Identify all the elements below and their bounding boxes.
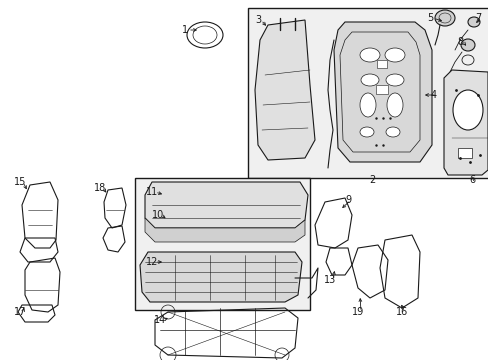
Text: 8: 8 [456, 37, 462, 47]
Ellipse shape [460, 39, 474, 51]
Text: 10: 10 [152, 210, 164, 220]
Text: 13: 13 [323, 275, 335, 285]
Bar [375, 85, 387, 94]
Bar [457, 148, 471, 158]
Text: 17: 17 [14, 307, 26, 317]
Polygon shape [443, 70, 487, 175]
Bar [135, 178, 309, 310]
Text: 4: 4 [430, 90, 436, 100]
Text: 15: 15 [14, 177, 26, 187]
Bar [376, 60, 386, 68]
Text: 14: 14 [154, 315, 166, 325]
Text: 6: 6 [468, 175, 474, 185]
Polygon shape [333, 22, 431, 162]
Text: 5: 5 [426, 13, 432, 23]
Ellipse shape [360, 74, 378, 86]
Ellipse shape [434, 10, 454, 26]
Ellipse shape [359, 127, 373, 137]
Text: 1: 1 [182, 25, 188, 35]
Ellipse shape [386, 93, 402, 117]
Text: 12: 12 [145, 257, 158, 267]
Ellipse shape [385, 127, 399, 137]
Ellipse shape [385, 74, 403, 86]
Ellipse shape [452, 90, 482, 130]
Text: 16: 16 [395, 307, 407, 317]
Text: 2: 2 [368, 175, 374, 185]
Polygon shape [254, 20, 314, 160]
Ellipse shape [359, 48, 379, 62]
Text: 9: 9 [344, 195, 350, 205]
Polygon shape [145, 182, 307, 228]
Polygon shape [140, 252, 302, 302]
Text: 7: 7 [474, 13, 480, 23]
Text: 11: 11 [145, 187, 158, 197]
Ellipse shape [359, 93, 375, 117]
Text: 19: 19 [351, 307, 364, 317]
Polygon shape [145, 218, 305, 242]
Text: 3: 3 [254, 15, 261, 25]
Bar [247, 8, 488, 178]
Text: 18: 18 [94, 183, 106, 193]
Ellipse shape [467, 17, 479, 27]
Ellipse shape [384, 48, 404, 62]
